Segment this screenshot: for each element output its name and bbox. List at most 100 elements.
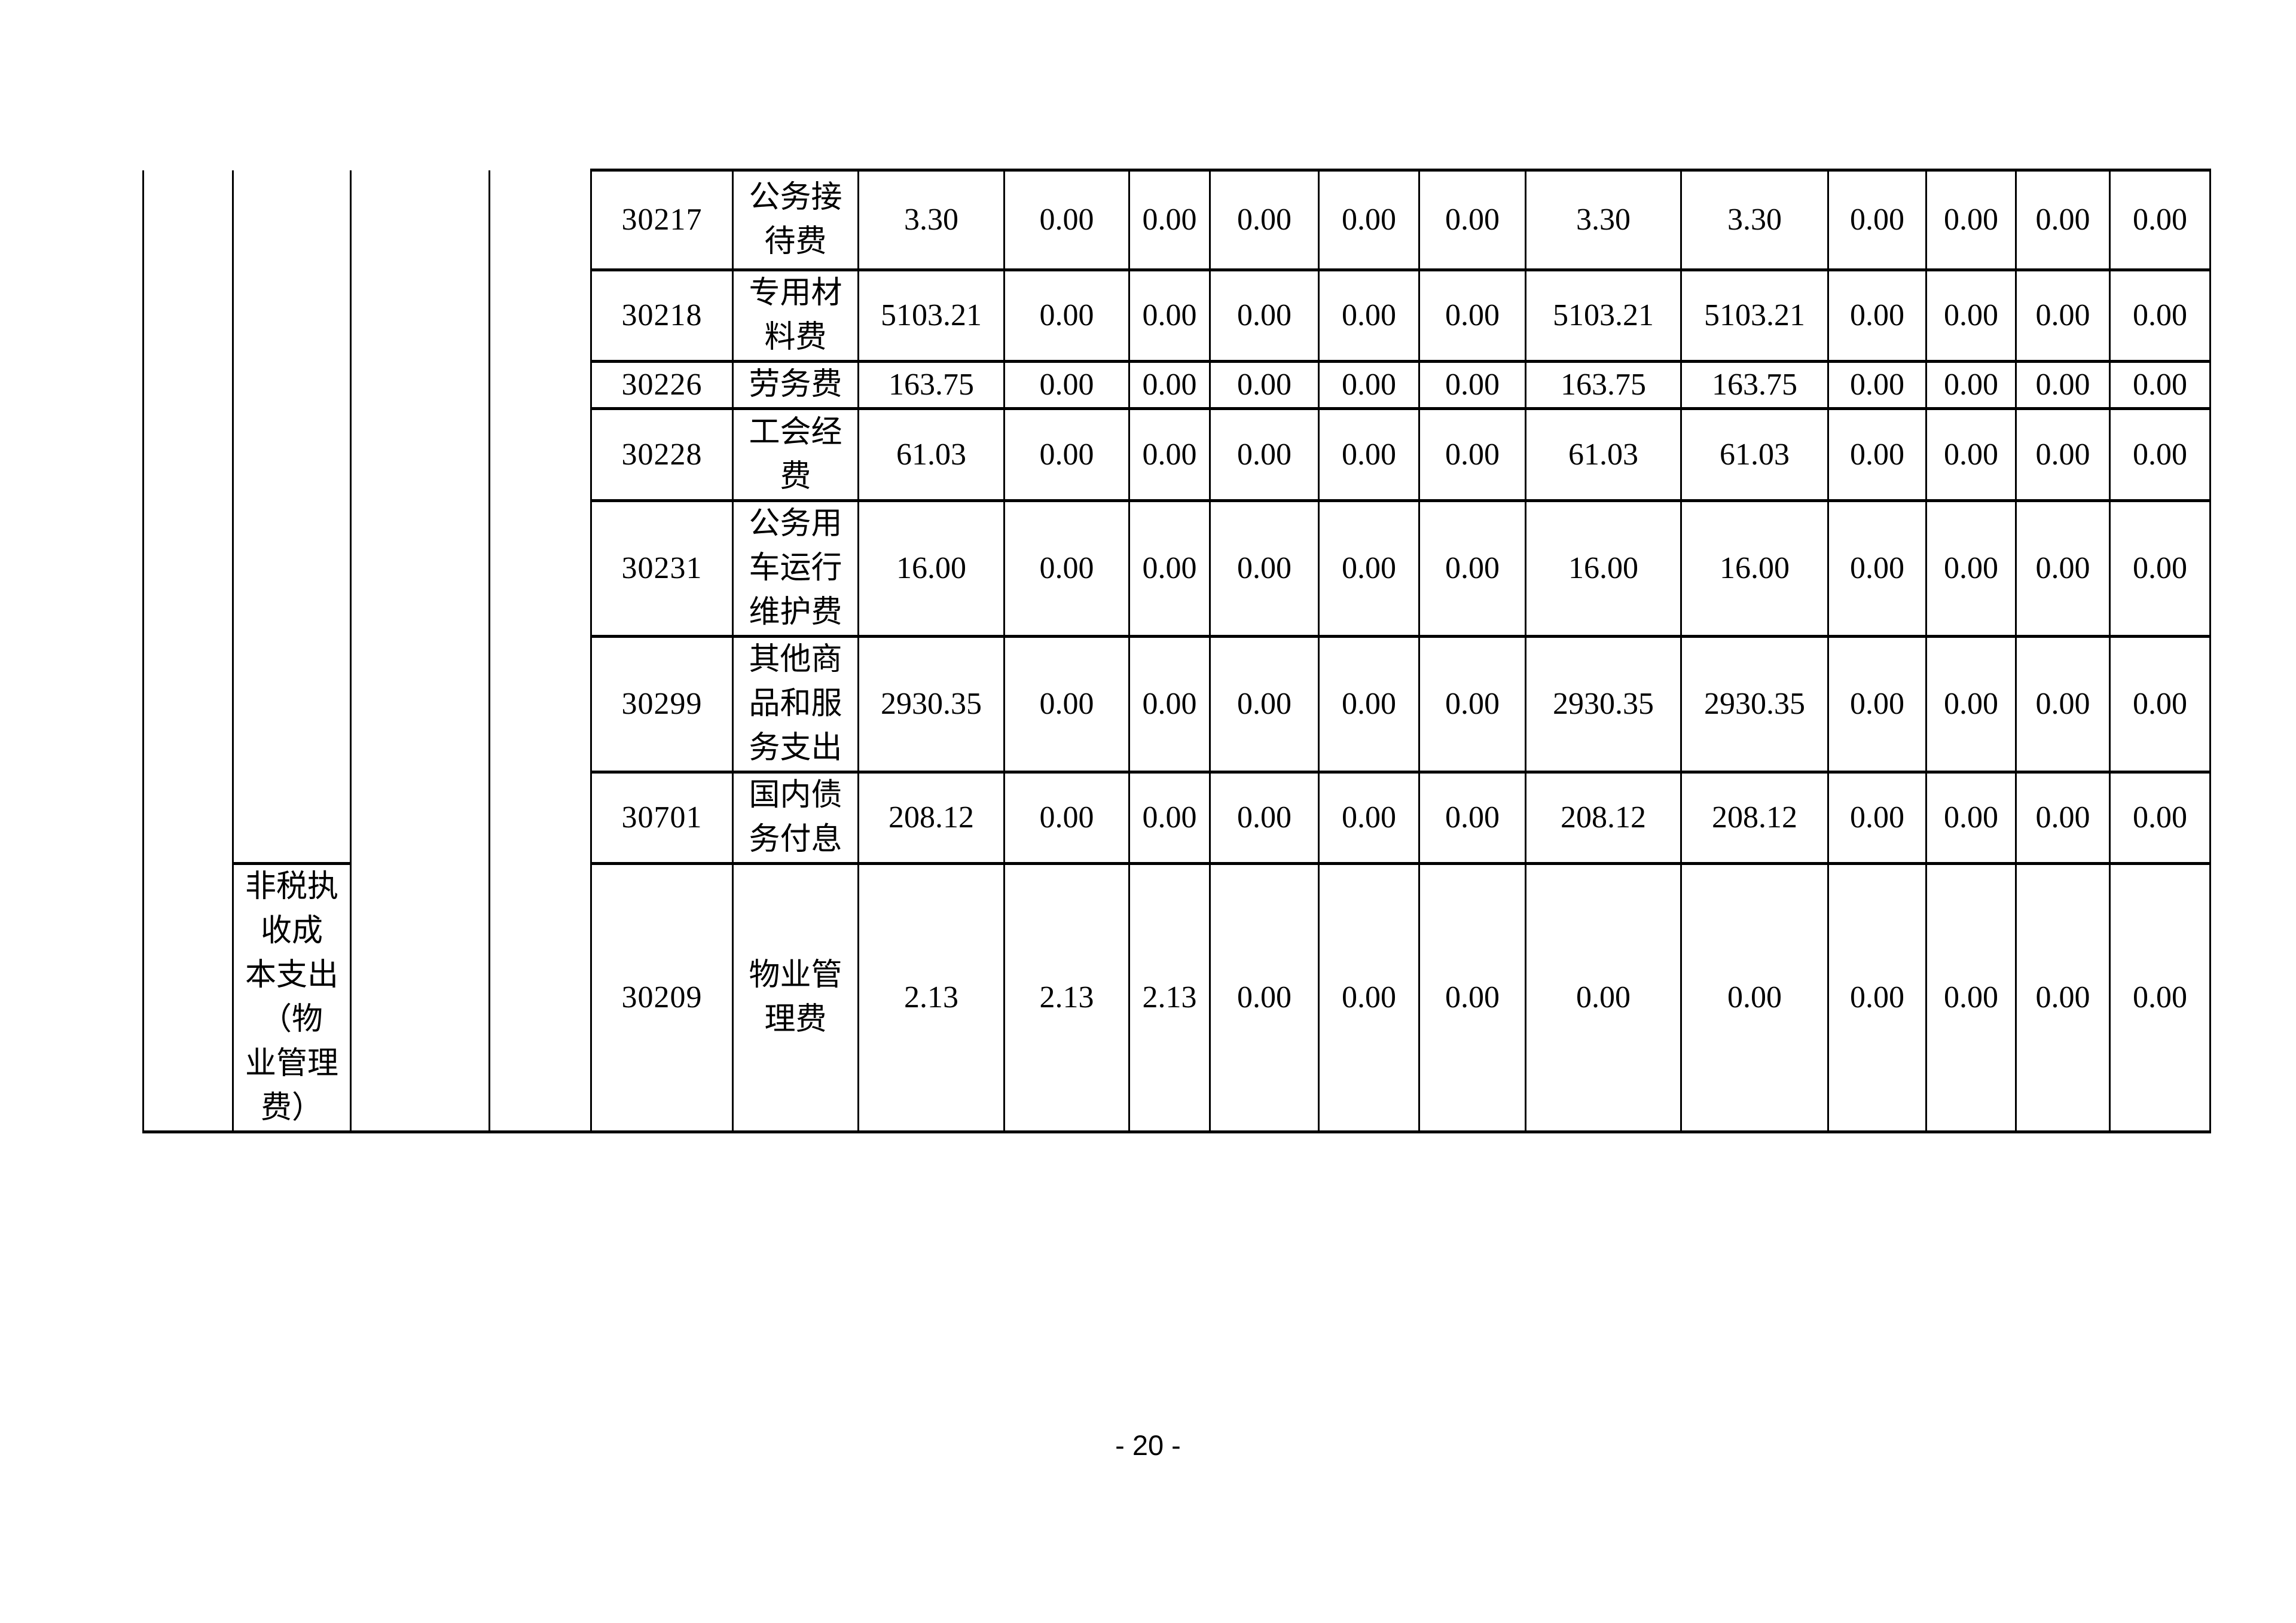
- value-cell: 0.00: [1128, 771, 1211, 865]
- value-cell: 3.30: [1680, 169, 1829, 271]
- value-cell: 0.00: [2109, 268, 2211, 363]
- table-row: 非税执 收成 本支出 （物 业管理 费） 30209 物业管 理费 2.13 2…: [144, 862, 2211, 1133]
- value-cell: 0.00: [1827, 360, 1927, 410]
- value-cell: 0.00: [1418, 169, 1526, 271]
- table-row: 30228 工会经 费 61.03 0.00 0.00 0.00 0.00 0.…: [144, 407, 2211, 502]
- value-cell: 0.00: [1003, 499, 1130, 638]
- value-cell: 0.00: [1128, 499, 1211, 638]
- value-cell: 0.00: [1128, 360, 1211, 410]
- value-cell: 0.00: [1925, 268, 2017, 363]
- value-cell: 0.00: [1128, 169, 1211, 271]
- value-cell: 0.00: [1003, 360, 1130, 410]
- expense-code: 30209: [590, 862, 734, 1133]
- expense-name: 物业管 理费: [732, 862, 859, 1133]
- table-row: 30299 其他商 品和服 务支出 2930.35 0.00 0.00 0.00…: [144, 635, 2211, 774]
- value-cell: 0.00: [1925, 169, 2017, 271]
- value-cell: 0.00: [1418, 771, 1526, 865]
- value-cell: 0.00: [1003, 169, 1130, 271]
- empty-continuation-cell-col2: [232, 170, 352, 865]
- value-cell: 0.00: [1925, 635, 2017, 774]
- value-cell: 0.00: [1003, 407, 1130, 502]
- value-cell: 0.00: [1209, 407, 1320, 502]
- expense-code: 30217: [590, 169, 734, 271]
- value-cell: 0.00: [1827, 862, 1927, 1133]
- value-cell: 0.00: [1925, 499, 2017, 638]
- value-cell: 0.00: [2109, 771, 2211, 865]
- expense-name: 专用材 料费: [732, 268, 859, 363]
- value-cell: 0.00: [1318, 862, 1420, 1133]
- value-cell: 61.03: [1680, 407, 1829, 502]
- value-cell: 0.00: [1680, 862, 1829, 1133]
- value-cell: 0.00: [2109, 862, 2211, 1133]
- value-cell: 0.00: [1827, 635, 1927, 774]
- value-cell: 0.00: [1318, 360, 1420, 410]
- expense-name: 劳务费: [732, 360, 859, 410]
- expense-code: 30218: [590, 268, 734, 363]
- value-cell: 208.12: [857, 771, 1005, 865]
- value-cell: 0.00: [2015, 862, 2111, 1133]
- value-cell: 0.00: [2015, 499, 2111, 638]
- value-cell: 0.00: [1925, 407, 2017, 502]
- value-cell: 0.00: [2015, 635, 2111, 774]
- value-cell: 5103.21: [1525, 268, 1682, 363]
- value-cell: 0.00: [2015, 407, 2111, 502]
- value-cell: 0.00: [1827, 268, 1927, 363]
- value-cell: 5103.21: [857, 268, 1005, 363]
- value-cell: 0.00: [1827, 407, 1927, 502]
- value-cell: 2.13: [1128, 862, 1211, 1133]
- value-cell: 61.03: [857, 407, 1005, 502]
- value-cell: 0.00: [1925, 771, 2017, 865]
- value-cell: 0.00: [1418, 360, 1526, 410]
- expense-code: 30228: [590, 407, 734, 502]
- value-cell: 0.00: [1128, 635, 1211, 774]
- value-cell: 208.12: [1680, 771, 1829, 865]
- value-cell: 0.00: [1925, 360, 2017, 410]
- value-cell: 0.00: [1128, 268, 1211, 363]
- value-cell: 16.00: [857, 499, 1005, 638]
- value-cell: 0.00: [2109, 407, 2211, 502]
- value-cell: 3.30: [1525, 169, 1682, 271]
- value-cell: 0.00: [1827, 169, 1927, 271]
- value-cell: 0.00: [1209, 862, 1320, 1133]
- value-cell: 0.00: [1827, 499, 1927, 638]
- value-cell: 0.00: [1318, 499, 1420, 638]
- expense-code: 30299: [590, 635, 734, 774]
- value-cell: 3.30: [857, 169, 1005, 271]
- value-cell: 0.00: [2015, 360, 2111, 410]
- empty-continuation-cell-col1: [142, 170, 234, 1133]
- value-cell: 0.00: [2015, 169, 2111, 271]
- value-cell: 0.00: [1418, 862, 1526, 1133]
- value-cell: 0.00: [2109, 169, 2211, 271]
- value-cell: 0.00: [1318, 635, 1420, 774]
- table-row: 30231 公务用 车运行 维护费 16.00 0.00 0.00 0.00 0…: [144, 499, 2211, 638]
- value-cell: 2930.35: [1680, 635, 1829, 774]
- expense-code: 30701: [590, 771, 734, 865]
- value-cell: 0.00: [1525, 862, 1682, 1133]
- value-cell: 0.00: [1003, 635, 1130, 774]
- empty-continuation-cell-col4: [488, 170, 592, 1133]
- page-number: - 20 -: [1115, 1429, 1181, 1461]
- value-cell: 0.00: [1209, 268, 1320, 363]
- expense-name: 国内债 务付息: [732, 771, 859, 865]
- value-cell: 0.00: [1318, 169, 1420, 271]
- value-cell: 0.00: [1827, 771, 1927, 865]
- value-cell: 163.75: [857, 360, 1005, 410]
- value-cell: 0.00: [1209, 499, 1320, 638]
- value-cell: 163.75: [1680, 360, 1829, 410]
- value-cell: 2.13: [857, 862, 1005, 1133]
- value-cell: 2930.35: [1525, 635, 1682, 774]
- empty-continuation-cell-col3: [350, 170, 490, 1133]
- value-cell: 0.00: [1418, 635, 1526, 774]
- expense-name: 公务接 待费: [732, 169, 859, 271]
- value-cell: 0.00: [1418, 499, 1526, 638]
- value-cell: 208.12: [1525, 771, 1682, 865]
- expense-name: 其他商 品和服 务支出: [732, 635, 859, 774]
- value-cell: 2.13: [1003, 862, 1130, 1133]
- value-cell: 0.00: [1318, 771, 1420, 865]
- value-cell: 0.00: [2109, 499, 2211, 638]
- table-row: 30218 专用材 料费 5103.21 0.00 0.00 0.00 0.00…: [144, 268, 2211, 363]
- value-cell: 16.00: [1680, 499, 1829, 638]
- value-cell: 0.00: [1209, 771, 1320, 865]
- value-cell: 163.75: [1525, 360, 1682, 410]
